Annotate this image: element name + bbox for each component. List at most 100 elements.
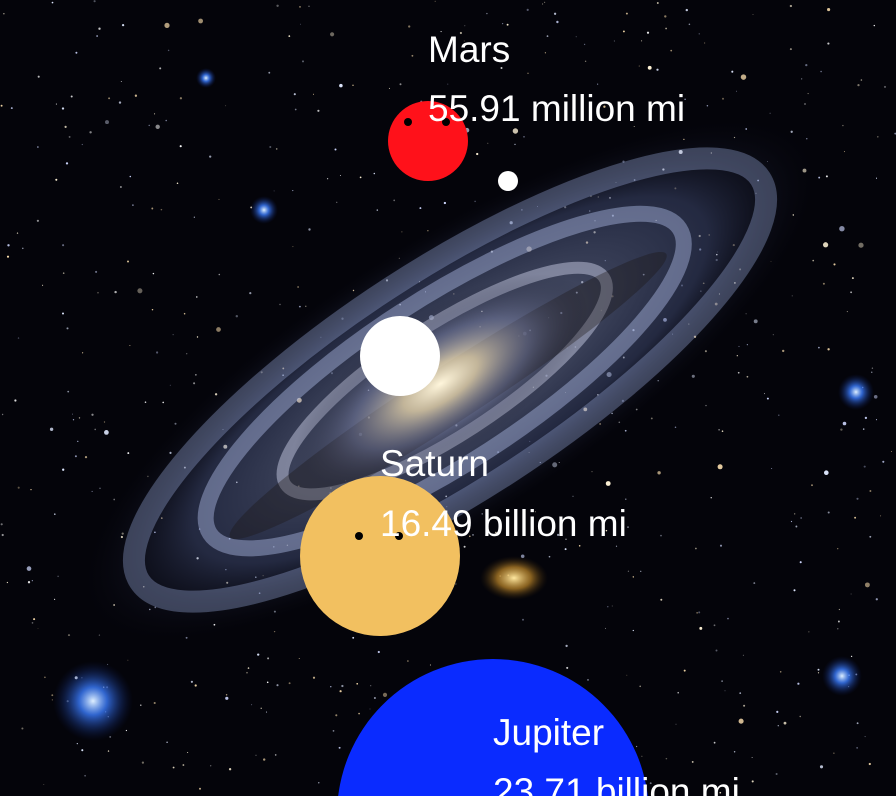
- star: [369, 708, 371, 710]
- star: [657, 471, 661, 475]
- star: [665, 757, 668, 760]
- star: [141, 761, 145, 764]
- star: [249, 292, 252, 295]
- sun-circle[interactable]: [360, 316, 440, 396]
- star: [771, 468, 773, 470]
- star: [811, 484, 813, 487]
- star: [583, 43, 586, 46]
- star: [210, 765, 212, 767]
- star: [199, 787, 201, 790]
- star: [308, 5, 310, 8]
- star: [274, 754, 277, 756]
- star: [51, 694, 54, 697]
- star: [799, 561, 802, 564]
- star: [512, 128, 519, 134]
- star: [127, 260, 129, 263]
- star: [805, 63, 808, 67]
- star: [266, 681, 269, 684]
- star: [856, 497, 859, 500]
- star: [822, 242, 829, 248]
- star: [565, 644, 568, 648]
- star: [605, 529, 608, 532]
- jupiter-distance-label: 23.71 billion mi: [493, 771, 740, 796]
- star: [330, 686, 332, 688]
- saturn-planet[interactable]: [300, 476, 460, 636]
- saturn-distance-label: 16.49 billion mi: [380, 503, 627, 544]
- star: [724, 690, 726, 692]
- mars-name-label: Mars: [428, 29, 510, 70]
- star: [862, 428, 865, 430]
- star: [823, 470, 829, 476]
- star: [698, 611, 701, 614]
- star: [26, 566, 32, 571]
- star: [30, 488, 32, 491]
- star: [21, 727, 24, 730]
- star: [632, 629, 634, 632]
- star: [638, 65, 640, 67]
- star: [717, 464, 723, 470]
- star: [713, 741, 716, 744]
- star: [98, 27, 101, 30]
- blue-star: [250, 196, 278, 224]
- star: [706, 105, 709, 107]
- star: [16, 232, 19, 234]
- star: [487, 142, 489, 144]
- star: [388, 87, 390, 89]
- star: [873, 394, 878, 399]
- star: [739, 692, 742, 694]
- star: [228, 768, 232, 771]
- star: [447, 83, 449, 85]
- star: [639, 685, 641, 688]
- star: [84, 456, 88, 459]
- star: [66, 327, 69, 330]
- star: [359, 176, 362, 179]
- mars-distance-label: 55.91 million mi: [428, 88, 685, 129]
- star: [665, 27, 667, 30]
- star: [556, 20, 559, 24]
- star: [129, 345, 131, 347]
- star: [70, 95, 73, 98]
- star: [55, 103, 57, 105]
- star: [675, 723, 677, 725]
- star: [194, 684, 197, 687]
- star: [587, 679, 589, 681]
- star: [37, 628, 39, 629]
- star: [683, 669, 686, 672]
- star: [72, 413, 73, 415]
- star: [715, 649, 718, 652]
- star: [684, 98, 686, 100]
- star: [183, 312, 186, 315]
- star: [710, 497, 712, 499]
- star: [42, 284, 44, 286]
- star: [159, 67, 162, 70]
- star: [440, 31, 442, 33]
- saturn-dot-marker: [355, 532, 363, 540]
- star: [736, 355, 738, 357]
- galaxy-image: [81, 118, 819, 642]
- star: [269, 145, 272, 149]
- star: [216, 327, 221, 332]
- star: [6, 581, 9, 584]
- star: [419, 207, 422, 210]
- moon-circle[interactable]: [498, 171, 518, 191]
- star: [789, 4, 793, 8]
- star: [864, 416, 868, 420]
- jupiter-planet[interactable]: [337, 659, 649, 796]
- star: [76, 743, 78, 745]
- star: [301, 60, 305, 63]
- star: [463, 40, 465, 42]
- star: [641, 40, 643, 42]
- star: [775, 772, 778, 776]
- star: [670, 49, 673, 52]
- star: [794, 513, 796, 515]
- star: [459, 31, 462, 35]
- star: [790, 520, 793, 523]
- star: [812, 259, 815, 262]
- star: [544, 52, 547, 54]
- star: [103, 421, 106, 423]
- star: [699, 626, 703, 630]
- star: [746, 375, 749, 378]
- star: [476, 152, 479, 156]
- star: [651, 107, 653, 109]
